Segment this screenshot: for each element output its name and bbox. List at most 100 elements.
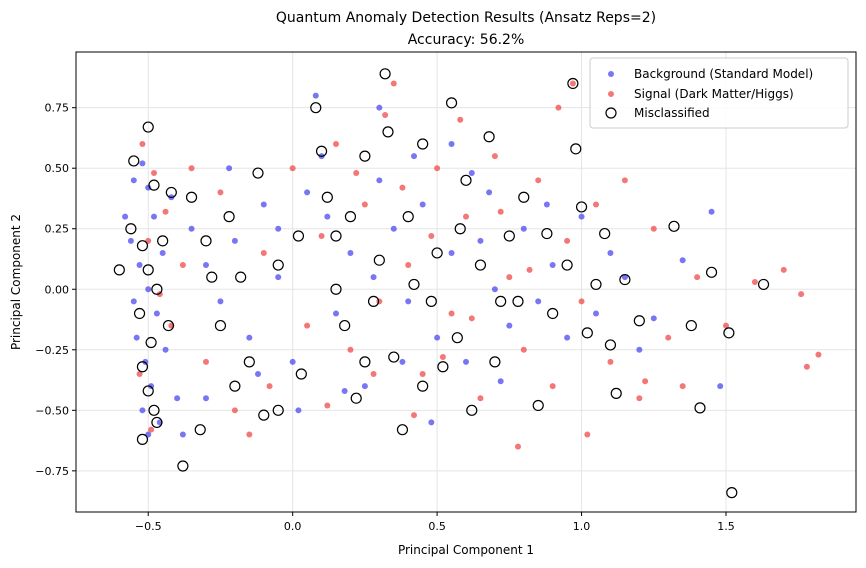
misclassified-marker bbox=[590, 278, 602, 291]
signal-point bbox=[217, 189, 224, 196]
misclassified-marker bbox=[206, 271, 218, 283]
signal-point bbox=[390, 80, 397, 87]
background-point bbox=[419, 201, 426, 208]
x-tick-label: −0.5 bbox=[135, 520, 162, 533]
misclassified-marker bbox=[194, 424, 206, 436]
background-point bbox=[217, 298, 224, 305]
background-point bbox=[260, 201, 267, 208]
misclassified-marker bbox=[148, 179, 160, 191]
signal-point bbox=[549, 383, 556, 390]
legend-misclassified-label: Misclassified bbox=[634, 106, 710, 120]
signal-point bbox=[803, 363, 810, 370]
misclassified-marker bbox=[541, 227, 553, 240]
misclassified-marker bbox=[610, 387, 622, 399]
misclassified-marker bbox=[668, 220, 680, 232]
misclassified-marker bbox=[151, 416, 163, 429]
misclassified-marker bbox=[295, 368, 307, 380]
misclassified-marker bbox=[272, 404, 284, 416]
background-point bbox=[136, 262, 143, 269]
misclassified-marker bbox=[604, 339, 617, 351]
misclassified-marker bbox=[460, 174, 472, 186]
signal-point bbox=[515, 443, 521, 450]
misclassified-marker bbox=[185, 191, 198, 203]
signal-point bbox=[665, 334, 672, 341]
misclassified-marker bbox=[142, 264, 154, 276]
misclassified-marker bbox=[437, 361, 449, 373]
background-point bbox=[468, 170, 475, 177]
x-tick-label: 1.0 bbox=[573, 520, 591, 533]
plot-frame bbox=[75, 51, 857, 513]
misclassified-marker bbox=[359, 150, 371, 162]
misclassified-marker bbox=[633, 315, 645, 327]
signal-point bbox=[468, 315, 475, 322]
data-points bbox=[122, 80, 822, 450]
misclassified-marker bbox=[151, 283, 163, 295]
background-point bbox=[411, 153, 417, 160]
misclassified-marker bbox=[705, 266, 718, 278]
misclassified-marker bbox=[417, 138, 429, 150]
signal-point bbox=[231, 407, 238, 414]
signal-point bbox=[370, 371, 377, 377]
legend: Background (Standard Model) Signal (Dark… bbox=[589, 57, 849, 129]
legend-signal-label: Signal (Dark Matter/Higgs) bbox=[634, 87, 794, 101]
background-point bbox=[390, 225, 397, 232]
background-point bbox=[295, 407, 302, 414]
legend-box bbox=[589, 57, 849, 129]
y-tick-label: −0.75 bbox=[35, 465, 69, 478]
signal-point bbox=[148, 426, 155, 433]
background-point bbox=[607, 249, 614, 256]
background-point bbox=[376, 104, 383, 111]
misclassified-marker bbox=[495, 295, 507, 307]
background-point bbox=[145, 184, 152, 191]
background-point bbox=[275, 274, 282, 281]
signal-point bbox=[405, 262, 412, 269]
background-point bbox=[153, 310, 160, 317]
signal-point bbox=[555, 104, 562, 111]
background-point bbox=[361, 383, 368, 390]
background-point bbox=[428, 419, 435, 426]
misclassified-marker bbox=[272, 259, 284, 271]
x-axis-ticks: −0.5 0.0 0.5 1.0 1.5 bbox=[135, 512, 735, 533]
misclassified-markers bbox=[113, 68, 770, 499]
misclassified-marker bbox=[445, 97, 458, 109]
misclassified-marker bbox=[570, 143, 582, 155]
background-point bbox=[130, 298, 137, 305]
background-point bbox=[549, 262, 556, 269]
signal-point bbox=[439, 354, 446, 361]
misclassified-marker bbox=[489, 356, 501, 368]
misclassified-marker bbox=[382, 126, 394, 138]
misclassified-marker bbox=[142, 121, 154, 133]
background-point bbox=[159, 249, 166, 256]
misclassified-marker bbox=[177, 460, 189, 472]
background-point bbox=[405, 298, 412, 305]
misclassified-marker bbox=[723, 327, 735, 339]
misclassified-marker bbox=[402, 211, 414, 223]
misclassified-marker bbox=[136, 240, 149, 252]
signal-point bbox=[723, 322, 729, 329]
misclassified-marker bbox=[581, 327, 593, 339]
misclassified-marker bbox=[292, 230, 305, 242]
background-point bbox=[717, 383, 724, 390]
misclassified-marker bbox=[157, 235, 169, 247]
misclassified-marker bbox=[136, 361, 149, 373]
misclassified-marker bbox=[694, 402, 706, 414]
misclassified-marker bbox=[512, 295, 524, 307]
signal-point bbox=[434, 165, 441, 172]
background-point bbox=[174, 395, 181, 402]
background-point bbox=[203, 262, 209, 269]
signal-point bbox=[607, 358, 614, 365]
misclassified-marker bbox=[243, 356, 255, 368]
grid bbox=[76, 52, 856, 512]
background-point bbox=[122, 213, 129, 220]
background-point bbox=[497, 378, 504, 385]
misclassified-marker bbox=[252, 167, 264, 179]
y-axis-ticks: −0.75 −0.50 −0.25 0.00 0.25 0.50 0.75 bbox=[35, 102, 76, 478]
legend-background-label: Background (Standard Model) bbox=[634, 67, 813, 81]
signal-point bbox=[136, 371, 143, 377]
misclassified-marker bbox=[373, 254, 385, 266]
signal-point bbox=[347, 346, 354, 353]
background-point bbox=[621, 274, 628, 281]
background-point bbox=[231, 237, 238, 244]
signal-point bbox=[188, 165, 195, 172]
